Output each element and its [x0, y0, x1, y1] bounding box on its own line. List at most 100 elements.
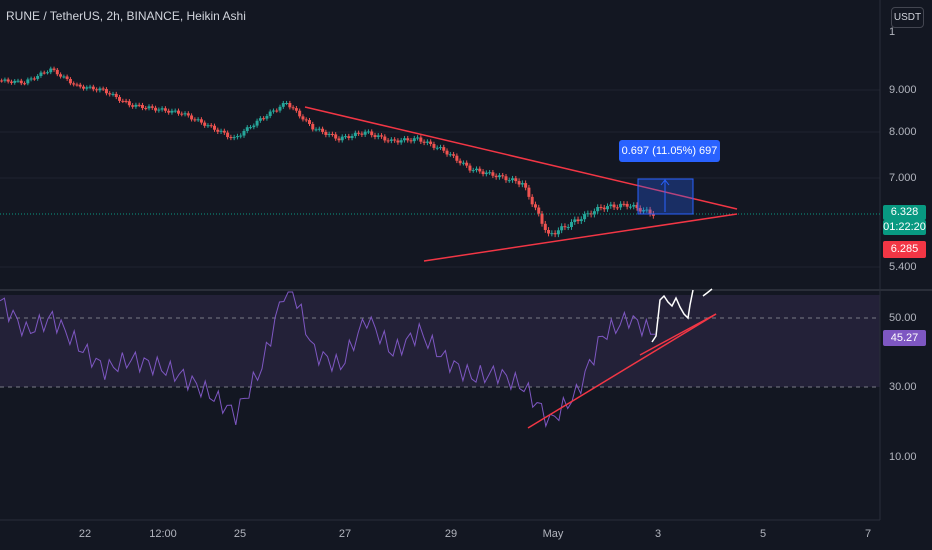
candle-body: [383, 136, 387, 141]
candle-body: [137, 104, 141, 106]
time-label-29: 29: [444, 528, 458, 540]
rsi-support-trendline-2[interactable]: [639, 313, 717, 356]
candle-body: [239, 135, 243, 137]
candle-body: [592, 211, 596, 215]
candle-body: [373, 135, 377, 137]
price-tick-9000: 9.000: [889, 84, 917, 96]
candle-body: [514, 178, 518, 182]
candle-body: [432, 144, 436, 148]
candle-body: [170, 110, 174, 113]
candle-body: [275, 110, 279, 112]
candle-body: [504, 176, 508, 181]
rsi-current-badge: 45.27: [883, 330, 926, 346]
candle-body: [108, 93, 112, 95]
candle-body: [98, 88, 102, 91]
candle-body: [399, 140, 403, 143]
candle-body: [32, 78, 36, 80]
measure-range[interactable]: [637, 178, 694, 215]
candle-body: [445, 150, 449, 155]
candle-body: [147, 106, 151, 109]
candle-body: [425, 141, 429, 143]
candle-body: [321, 128, 325, 132]
rsi-tick-50: 50.00: [889, 312, 917, 324]
candle-body: [118, 97, 122, 101]
candle-body: [167, 110, 171, 113]
candle-body: [533, 204, 537, 208]
candle-body: [475, 168, 479, 171]
candle-body: [635, 204, 639, 209]
candle-body: [258, 118, 262, 121]
candle-body: [455, 155, 459, 161]
candle-body: [370, 131, 374, 136]
candle-body: [281, 103, 285, 107]
candle-body: [23, 83, 27, 85]
candle-body: [393, 139, 397, 141]
candle-body: [285, 103, 289, 105]
candle-body: [49, 68, 53, 73]
candle-body: [380, 135, 384, 137]
candle-body: [550, 233, 554, 235]
candle-body: [65, 76, 69, 79]
candle-body: [360, 133, 364, 135]
candle-body: [340, 136, 344, 141]
candle-body: [307, 120, 311, 124]
candle-body: [511, 178, 515, 181]
candle-body: [501, 175, 505, 177]
bar-countdown-badge: 01:22:20: [883, 220, 926, 235]
candle-body: [337, 138, 341, 141]
candle-body: [252, 125, 256, 128]
candle-body: [288, 103, 292, 108]
candle-body: [265, 116, 269, 119]
lower-trendline[interactable]: [423, 213, 738, 262]
candle-body: [471, 170, 475, 172]
symbol-title[interactable]: RUNE / TetherUS, 2h, BINANCE, Heikin Ash…: [6, 9, 246, 23]
price-grid: [0, 89, 880, 268]
candle-body: [114, 93, 118, 98]
candle-body: [232, 137, 236, 139]
time-label-25: 25: [233, 528, 247, 540]
candle-body: [314, 129, 318, 131]
candle-body: [36, 75, 40, 79]
candle-body: [599, 206, 603, 208]
candle-body: [494, 175, 498, 178]
candle-body: [173, 110, 177, 112]
candle-body: [150, 106, 154, 108]
candle-body: [163, 108, 167, 111]
candle-body: [412, 138, 416, 142]
candle-body: [543, 223, 547, 230]
candle-body: [209, 125, 213, 127]
rsi-tick-30: 30.00: [889, 381, 917, 393]
rsi-projection[interactable]: [651, 289, 694, 343]
candle-body: [488, 172, 492, 174]
candle-body: [294, 108, 298, 111]
candle-body: [304, 119, 308, 121]
candle-body: [219, 130, 223, 132]
candle-body: [615, 207, 619, 209]
candle-body: [235, 136, 239, 138]
candle-body: [648, 209, 652, 214]
currency-unit-button[interactable]: USDT: [891, 7, 924, 28]
candle-body: [327, 133, 331, 135]
candle-body: [556, 230, 560, 235]
candle-body: [183, 113, 187, 115]
candle-body: [520, 183, 524, 185]
candle-body: [389, 139, 393, 141]
last-price-badge: 6.328: [883, 205, 926, 220]
candle-body: [249, 127, 253, 129]
candle-body: [176, 110, 180, 114]
rsi-projection-tail[interactable]: [702, 288, 713, 297]
candle-body: [131, 105, 135, 107]
candle-body: [632, 204, 636, 207]
measure-label[interactable]: 0.697 (11.05%) 697: [619, 140, 720, 162]
candle-body: [461, 162, 465, 164]
candle-body: [622, 203, 626, 205]
candle-body: [140, 105, 144, 109]
candle-body: [190, 115, 194, 120]
candle-body: [52, 68, 56, 70]
candle-body: [560, 226, 564, 231]
rsi-support-trendline[interactable]: [527, 313, 717, 429]
candle-body: [448, 154, 452, 156]
candle-body: [216, 129, 220, 132]
candle-body: [9, 81, 13, 83]
